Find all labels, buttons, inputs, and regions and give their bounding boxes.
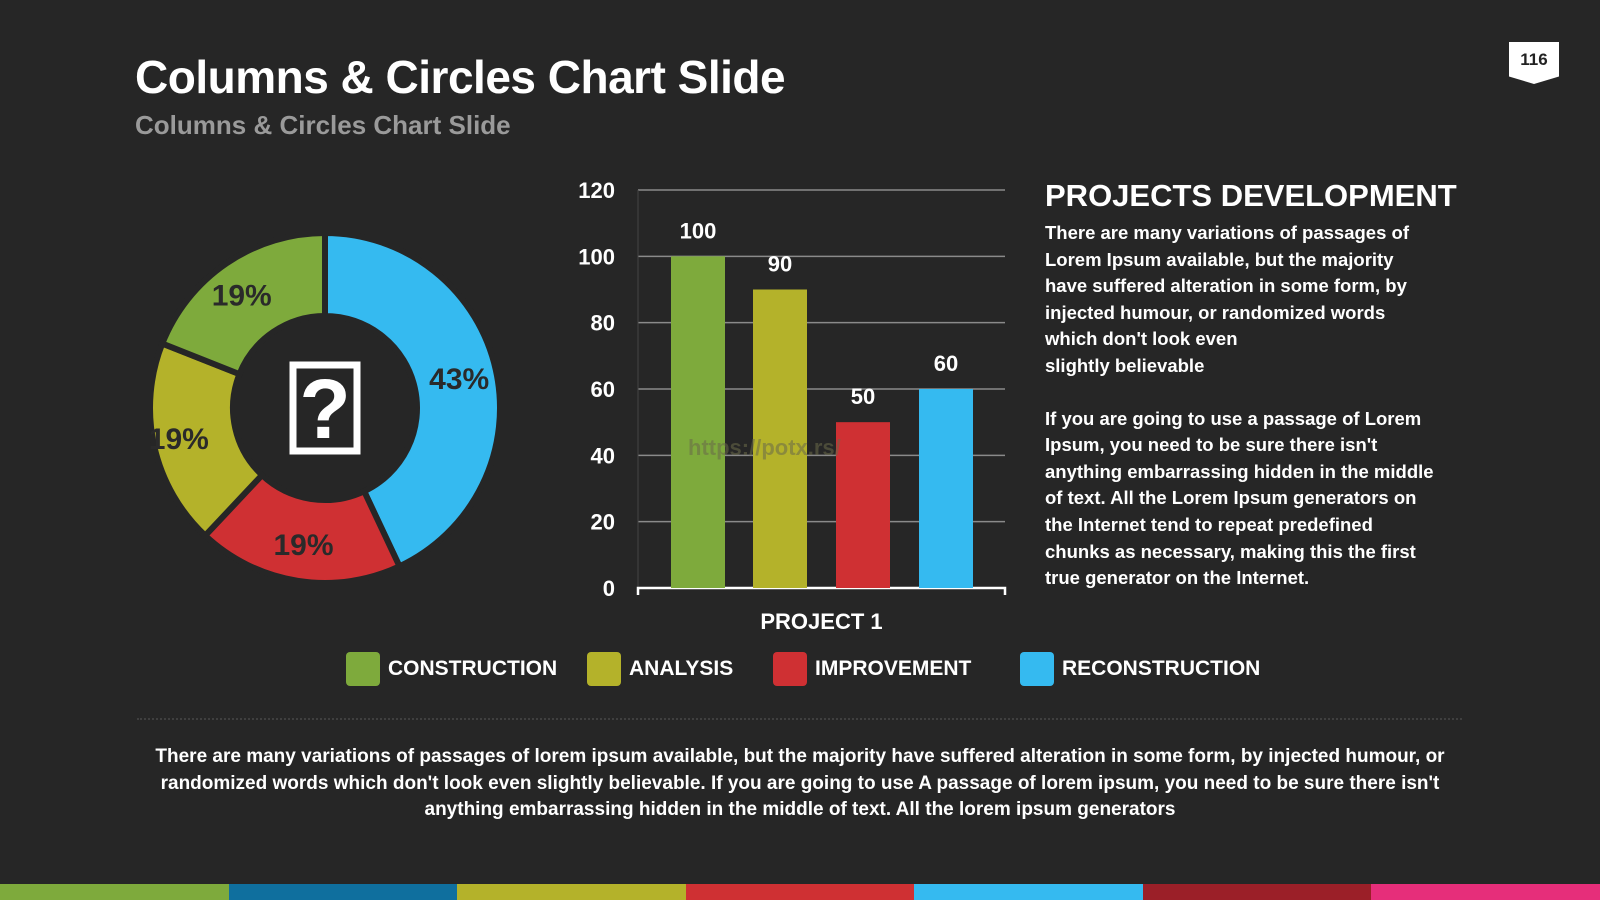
bar-reconstruction (919, 389, 973, 588)
legend-item-analysis: ANALYSIS (587, 652, 733, 686)
watermark-text: https://potx.rs/ (688, 435, 841, 460)
y-tick-label: 0 (603, 576, 615, 601)
side-paragraph-1: There are many variations of passages of… (1045, 222, 1409, 376)
y-tick-label: 60 (591, 377, 615, 402)
color-bar-segment (914, 884, 1143, 900)
color-bar-segment (0, 884, 229, 900)
side-paragraph-2: If you are going to use a passage of Lor… (1045, 407, 1434, 589)
legend-item-improvement: IMPROVEMENT (773, 652, 971, 686)
side-heading: PROJECTS DEVELOPMENT (1045, 178, 1457, 213)
bar-analysis (753, 289, 807, 588)
legend-label: RECONSTRUCTION (1062, 657, 1261, 680)
color-bar-segment (1142, 884, 1372, 900)
donut-chart: 43% 19% 19% 19%? (147, 229, 503, 586)
color-bar-segment (685, 884, 915, 900)
question-mark-icon: ? (289, 361, 361, 456)
color-bar-segment (228, 884, 458, 900)
y-tick-label: 100 (578, 244, 615, 269)
bar-value-label-analysis: 90 (768, 252, 792, 277)
bar-construction (671, 256, 725, 588)
legend-swatch (1020, 652, 1054, 686)
donut-slice-reconstruction (322, 229, 503, 571)
donut-label-reconstruction: 43% (429, 363, 489, 396)
y-tick-label: 40 (591, 443, 615, 468)
side-panel: PROJECTS DEVELOPMENT There are many vari… (1045, 178, 1475, 592)
legend-swatch (587, 652, 621, 686)
legend-swatch (346, 652, 380, 686)
legend-swatch (773, 652, 807, 686)
y-tick-label: 120 (578, 178, 615, 203)
chart-legend: CONSTRUCTION ANALYSIS IMPROVEMENT RECONSTRU… (0, 652, 1600, 688)
bar-value-label-improvement: 50 (851, 384, 875, 409)
x-category-label: PROJECT 1 (760, 609, 882, 634)
y-tick-label: 80 (591, 311, 615, 336)
legend-item-reconstruction: RECONSTRUCTION (1020, 652, 1260, 686)
bar-value-label-reconstruction: 60 (934, 351, 958, 376)
color-bar-segment (457, 884, 686, 900)
donut-slice-analysis (147, 339, 267, 540)
slide-subtitle: Columns & Circles Chart Slide (135, 110, 511, 140)
legend-item-construction: CONSTRUCTION (346, 652, 557, 686)
legend-label: IMPROVEMENT (815, 657, 972, 680)
svg-text:?: ? (299, 362, 350, 456)
slide-title: Columns & Circles Chart Slide (135, 51, 786, 103)
page-number-badge: 116 (1509, 42, 1559, 84)
x-axis (636, 586, 1007, 595)
donut-label-construction: 19% (212, 279, 272, 312)
donut-slice-improvement (200, 470, 404, 586)
bar-chart: 0 20 40 60 80 100 120 100 90 50 60 https://potx.rs/… (578, 178, 1007, 634)
legend-label: CONSTRUCTION (388, 657, 558, 680)
color-bar-segment (1371, 884, 1600, 900)
bar-value-label-construction: 100 (680, 218, 717, 243)
bar-improvement (836, 422, 890, 588)
footer-text: There are many variations of passages of… (155, 746, 1445, 820)
bottom-color-bar (0, 884, 1600, 900)
donut-slice-construction (158, 229, 328, 379)
donut-label-analysis: 19% (149, 423, 209, 456)
legend-label: ANALYSIS (629, 657, 734, 680)
donut-label-improvement: 19% (273, 529, 333, 562)
dotted-divider (137, 718, 1462, 720)
y-tick-label: 20 (591, 510, 615, 535)
